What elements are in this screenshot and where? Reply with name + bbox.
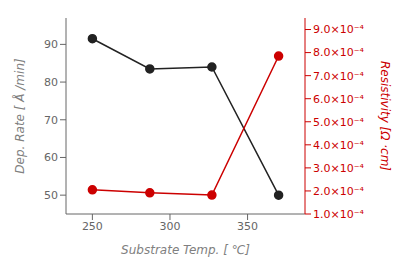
svg-text:8.0×10⁻⁴: 8.0×10⁻⁴ [313,46,365,59]
svg-text:2.0×10⁻⁴: 2.0×10⁻⁴ [313,185,365,198]
svg-text:90: 90 [44,38,58,51]
svg-text:5.0×10⁻⁴: 5.0×10⁻⁴ [313,116,365,129]
svg-text:80: 80 [44,76,58,89]
svg-text:300: 300 [159,220,180,233]
svg-text:9.0×10⁻⁴: 9.0×10⁻⁴ [313,23,365,36]
svg-text:60: 60 [44,151,58,164]
svg-text:Dep. Rate [ Å /min]: Dep. Rate [ Å /min] [12,58,27,174]
svg-text:3.0×10⁻⁴: 3.0×10⁻⁴ [313,162,365,175]
svg-text:Substrate Temp. [ ℃]: Substrate Temp. [ ℃] [121,243,250,257]
svg-text:4.0×10⁻⁴: 4.0×10⁻⁴ [313,139,365,152]
svg-text:70: 70 [44,114,58,127]
svg-text:50: 50 [44,189,58,202]
svg-text:Resistivity [Ω ·cm]: Resistivity [Ω ·cm] [378,61,392,171]
svg-text:350: 350 [237,220,258,233]
svg-text:1.0×10⁻⁴: 1.0×10⁻⁴ [313,208,365,221]
svg-text:7.0×10⁻⁴: 7.0×10⁻⁴ [313,70,365,83]
svg-text:250: 250 [82,220,103,233]
svg-text:6.0×10⁻⁴: 6.0×10⁻⁴ [313,93,365,106]
